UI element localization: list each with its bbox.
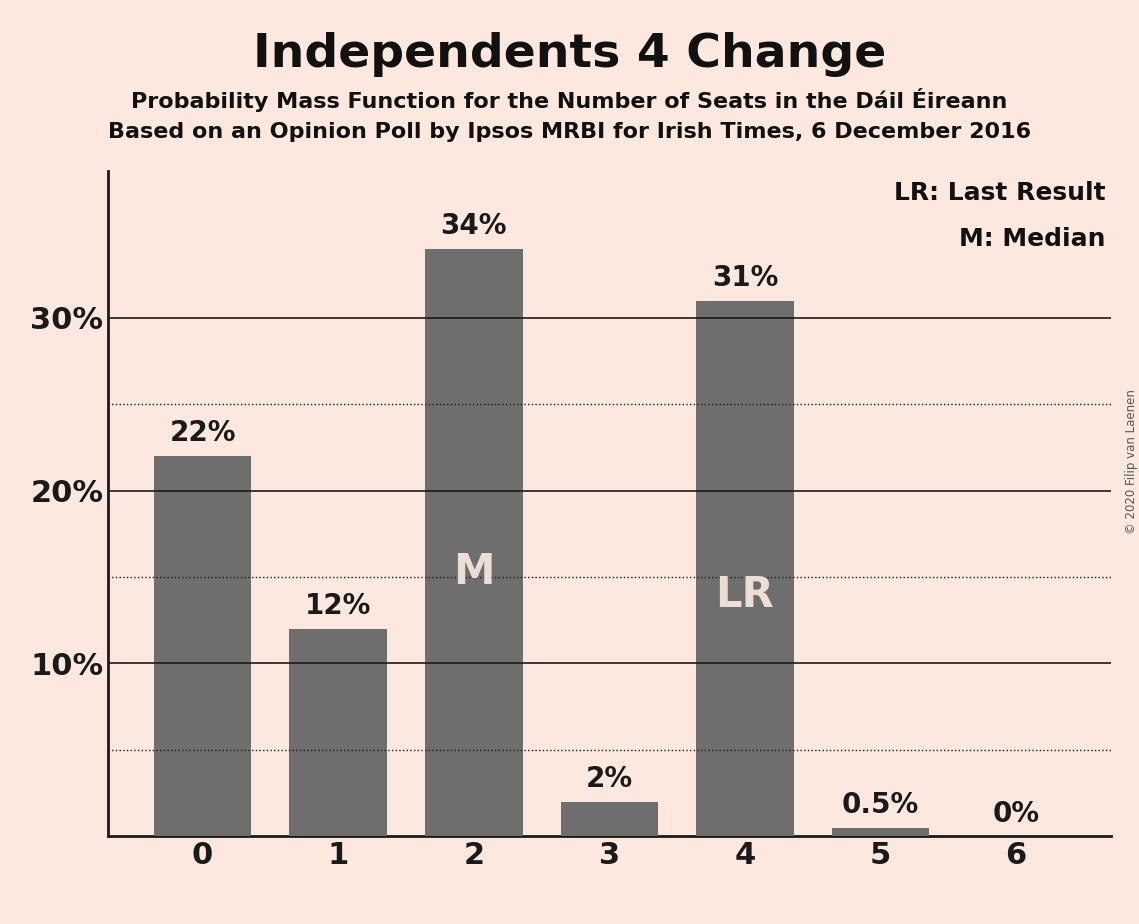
Bar — [425, 249, 523, 836]
Bar — [831, 828, 929, 836]
Bar — [289, 629, 387, 836]
Text: M: Median: M: Median — [959, 227, 1106, 251]
Text: © 2020 Filip van Laenen: © 2020 Filip van Laenen — [1124, 390, 1138, 534]
Text: 2%: 2% — [585, 765, 633, 793]
Text: 0.5%: 0.5% — [842, 791, 919, 819]
Text: Probability Mass Function for the Number of Seats in the Dáil Éireann: Probability Mass Function for the Number… — [131, 88, 1008, 112]
Bar — [696, 300, 794, 836]
Text: 0%: 0% — [992, 799, 1040, 828]
Text: 31%: 31% — [712, 264, 778, 292]
Text: 34%: 34% — [441, 213, 507, 240]
Text: Based on an Opinion Poll by Ipsos MRBI for Irish Times, 6 December 2016: Based on an Opinion Poll by Ipsos MRBI f… — [108, 122, 1031, 142]
Bar — [560, 802, 658, 836]
Text: Independents 4 Change: Independents 4 Change — [253, 32, 886, 78]
Text: 12%: 12% — [305, 592, 371, 620]
Text: LR: LR — [715, 574, 775, 616]
Text: 22%: 22% — [170, 419, 236, 447]
Bar — [154, 456, 252, 836]
Text: LR: Last Result: LR: Last Result — [894, 181, 1106, 205]
Text: M: M — [453, 551, 494, 593]
